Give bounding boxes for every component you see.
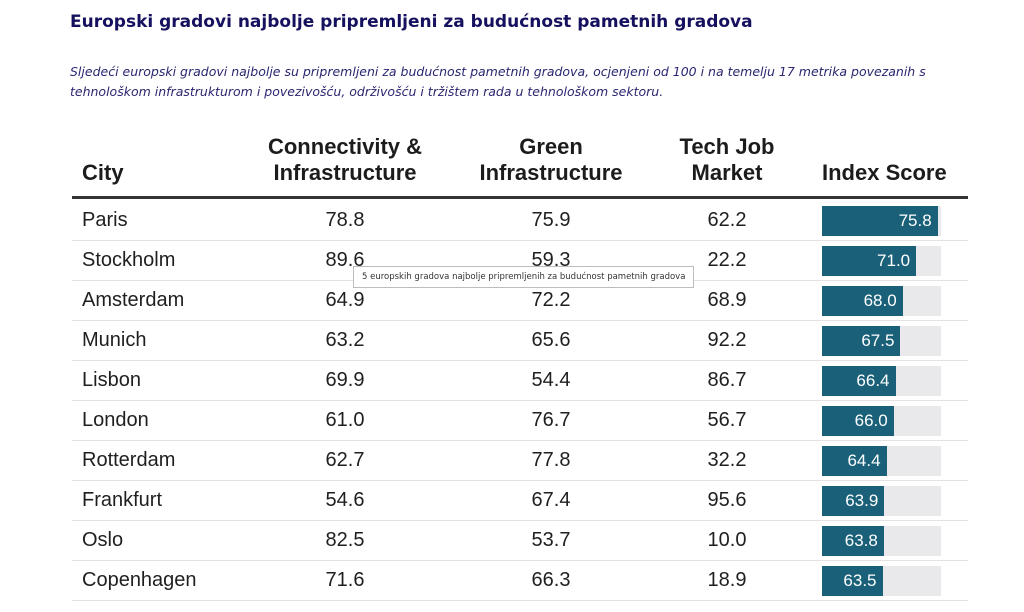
- cell-tech: 86.7: [707, 369, 747, 391]
- table-row: Oslo 82.5 53.7 10.0 63.8: [72, 520, 968, 561]
- score-bar: 75.8: [822, 206, 938, 236]
- score-label: 75.8: [898, 211, 932, 230]
- cell-connectivity: 63.2: [325, 329, 365, 351]
- header-green: Green Infrastructure: [479, 134, 623, 185]
- cell-city: Amsterdam: [82, 289, 185, 311]
- table-row: Paris 78.8 75.9 62.2 75.8: [72, 200, 968, 241]
- cell-tech: 95.6: [707, 489, 747, 511]
- cell-green: 53.7: [531, 529, 571, 551]
- score-bar-track: 63.8: [822, 526, 941, 556]
- cell-tech: 56.7: [707, 409, 747, 431]
- cell-green: 65.6: [531, 329, 571, 351]
- score-bar: 63.9: [822, 486, 885, 516]
- cell-city: Oslo: [82, 529, 124, 551]
- cell-city: Lisbon: [82, 369, 141, 391]
- score-label: 63.5: [843, 571, 877, 590]
- table-row: Frankfurt 54.6 67.4 95.6 63.9: [72, 480, 968, 521]
- cell-connectivity: 78.8: [325, 209, 365, 231]
- cell-connectivity: 64.9: [325, 289, 365, 311]
- score-bar: 64.4: [822, 446, 887, 476]
- table-row: Amsterdam 64.9 72.2 68.9 68.0: [72, 280, 968, 321]
- cell-green: 54.4: [531, 369, 571, 391]
- cell-green: 67.4: [531, 489, 571, 511]
- score-bar: 67.5: [822, 326, 901, 356]
- score-label: 66.0: [854, 411, 888, 430]
- cell-connectivity: 62.7: [325, 449, 365, 471]
- cell-city: Rotterdam: [82, 449, 176, 471]
- table-row: Munich 63.2 65.6 92.2 67.5: [72, 320, 968, 361]
- cell-connectivity: 89.6: [325, 249, 365, 271]
- score-bar: 63.8: [822, 526, 884, 556]
- tooltip: 5 europskih gradova najbolje pripremljen…: [353, 266, 695, 288]
- score-bar: 66.4: [822, 366, 896, 396]
- cell-city: Munich: [82, 329, 147, 351]
- score-bar-track: 63.9: [822, 486, 941, 516]
- cell-green: 72.2: [531, 289, 571, 311]
- cell-tech: 10.0: [707, 529, 747, 551]
- score-label: 71.0: [877, 251, 911, 270]
- cell-city: Paris: [82, 209, 128, 231]
- cell-green: 59.3: [531, 249, 571, 271]
- cell-tech: 92.2: [707, 329, 747, 351]
- score-label: 68.0: [863, 291, 897, 310]
- table-row: London 61.0 76.7 56.7 66.0: [72, 400, 968, 441]
- cell-green: 76.7: [531, 409, 571, 431]
- chart-subtitle: Sljedeći europski gradovi najbolje su pr…: [70, 64, 926, 99]
- cell-city: Copenhagen: [82, 569, 197, 591]
- score-bar: 68.0: [822, 286, 903, 316]
- score-bar: 71.0: [822, 246, 917, 276]
- score-bar-track: 63.5: [822, 566, 941, 596]
- cell-connectivity: 61.0: [325, 409, 365, 431]
- score-label: 67.5: [861, 331, 895, 350]
- header-connectivity: Connectivity & Infrastructure: [267, 134, 423, 185]
- cell-connectivity: 69.9: [325, 369, 365, 391]
- cell-city: London: [82, 409, 149, 431]
- score-bar-track: 66.4: [822, 366, 941, 396]
- cell-tech: 68.9: [707, 289, 747, 311]
- score-label: 63.9: [845, 491, 879, 510]
- score-bar-track: 68.0: [822, 286, 941, 316]
- score-bar-track: 71.0: [822, 246, 941, 276]
- score-label: 64.4: [847, 451, 881, 470]
- cell-green: 75.9: [531, 209, 571, 231]
- cell-tech: 22.2: [707, 249, 747, 271]
- score-label: 63.8: [844, 531, 878, 550]
- score-bar-track: 67.5: [822, 326, 941, 356]
- score-bar-track: 66.0: [822, 406, 941, 436]
- cell-city: Frankfurt: [82, 489, 163, 511]
- cell-tech: 62.2: [707, 209, 747, 231]
- cell-city: Stockholm: [82, 249, 176, 271]
- score-bar: 66.0: [822, 406, 894, 436]
- table-row: Copenhagen 71.6 66.3 18.9 63.5: [72, 560, 968, 601]
- cell-connectivity: 71.6: [325, 569, 365, 591]
- cell-tech: 18.9: [707, 569, 747, 591]
- cell-connectivity: 82.5: [325, 529, 365, 551]
- score-bar-track: 64.4: [822, 446, 941, 476]
- table-row: Rotterdam 62.7 77.8 32.2 64.4: [72, 440, 968, 481]
- chart-title: Europski gradovi najbolje pripremljeni z…: [70, 12, 753, 32]
- cell-connectivity: 54.6: [325, 489, 365, 511]
- table-row: Lisbon 69.9 54.4 86.7 66.4: [72, 360, 968, 401]
- score-label: 66.4: [856, 371, 890, 390]
- header-city: City: [82, 160, 124, 185]
- score-bar: 63.5: [822, 566, 883, 596]
- cell-green: 77.8: [531, 449, 571, 471]
- cell-green: 66.3: [531, 569, 571, 591]
- score-bar-track: 75.8: [822, 206, 941, 236]
- cell-tech: 32.2: [707, 449, 747, 471]
- header-index-score: Index Score: [822, 160, 947, 185]
- header-rule: [72, 196, 968, 199]
- header-tech: Tech Job Market: [679, 134, 775, 185]
